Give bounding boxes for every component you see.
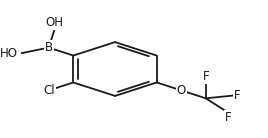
Text: F: F xyxy=(225,111,232,124)
Text: O: O xyxy=(177,84,186,97)
Text: Cl: Cl xyxy=(43,84,55,97)
Text: F: F xyxy=(233,89,240,102)
Text: F: F xyxy=(203,70,209,83)
Text: OH: OH xyxy=(45,16,63,29)
Text: HO: HO xyxy=(0,47,17,60)
Text: B: B xyxy=(45,41,53,54)
